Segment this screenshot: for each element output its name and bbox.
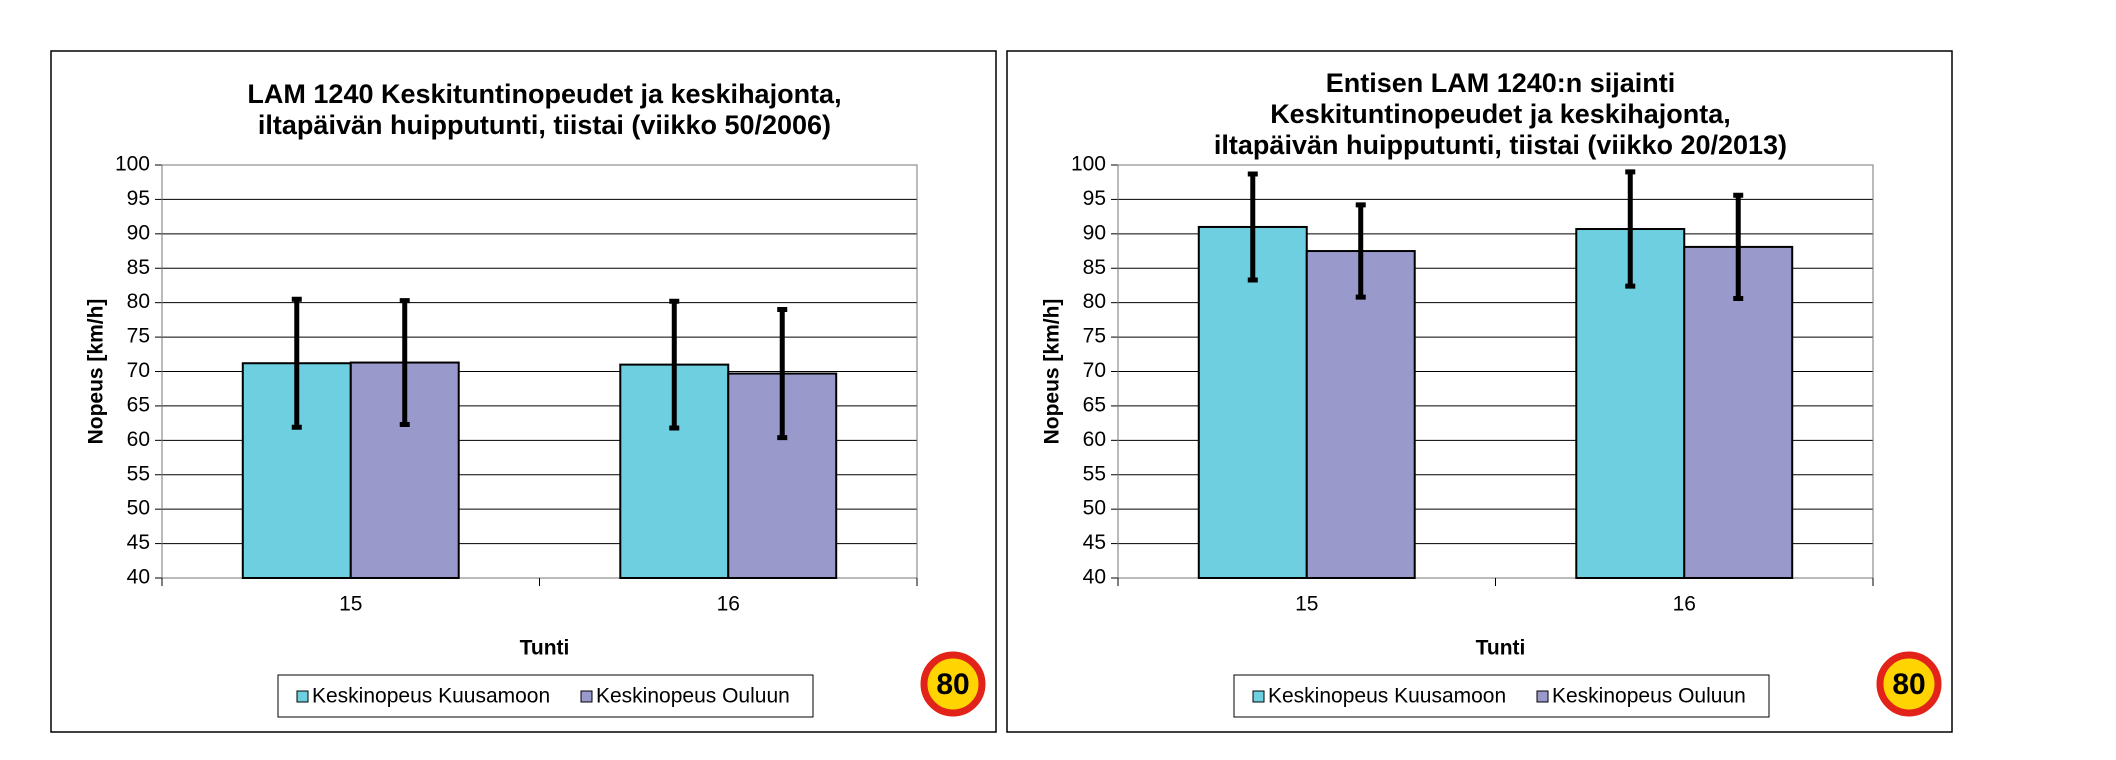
legend-swatch [580, 690, 593, 703]
y-tick-label: 80 [1083, 290, 1106, 313]
x-axis-label: Tunti [1476, 637, 1526, 660]
y-tick-label: 100 [115, 153, 150, 176]
y-tick-label: 70 [1083, 359, 1106, 382]
speed-sign-text: 80 [936, 668, 969, 701]
bar [1197, 225, 1308, 579]
y-tick-label: 70 [127, 359, 150, 382]
speed-sign [1876, 651, 1942, 717]
y-tick-label: 85 [1083, 256, 1106, 279]
error-bar [1247, 171, 1258, 283]
legend-box [277, 674, 814, 718]
legend-label: Keskinopeus Kuusamoon [312, 685, 550, 708]
y-tick-label: 65 [1083, 393, 1106, 416]
error-bar [777, 307, 788, 441]
chart-title: LAM 1240 Keskituntinopeudet ja keskihajo… [247, 79, 841, 109]
y-tick-label: 45 [1083, 531, 1106, 554]
x-tick-label: 16 [717, 593, 740, 616]
speed-sign-text: 80 [1892, 668, 1925, 701]
legend-swatch [1252, 690, 1265, 703]
chart-title: iltapäivän huipputunti, tiistai (viikko … [1214, 130, 1787, 160]
y-tick-label: 65 [127, 393, 150, 416]
y-tick-label: 90 [1083, 221, 1106, 244]
y-tick-label: 95 [1083, 187, 1106, 210]
error-bar [291, 296, 302, 430]
bar [1305, 250, 1416, 580]
legend-box [1233, 674, 1770, 718]
y-tick-label: 40 [127, 566, 150, 589]
error-bar [1355, 202, 1366, 300]
x-axis-label: Tunti [520, 637, 570, 660]
y-tick-label: 90 [127, 221, 150, 244]
y-tick-label: 60 [1083, 428, 1106, 451]
legend-swatch [1536, 690, 1549, 703]
chart-frame [50, 50, 997, 733]
y-tick-label: 45 [127, 531, 150, 554]
legend-label: Keskinopeus Kuusamoon [1268, 685, 1506, 708]
x-tick-label: 15 [1295, 593, 1318, 616]
chart-title: Keskituntinopeudet ja keskihajonta, [1270, 99, 1731, 129]
y-tick-label: 60 [127, 428, 150, 451]
y-tick-label: 95 [127, 187, 150, 210]
chart-title: iltapäivän huipputunti, tiistai (viikko … [258, 110, 831, 140]
y-tick-label: 100 [1071, 153, 1106, 176]
x-tick-label: 16 [1673, 593, 1696, 616]
legend-label: Keskinopeus Ouluun [1552, 685, 1746, 708]
y-tick-label: 85 [127, 256, 150, 279]
y-tick-label: 75 [127, 325, 150, 348]
legend-swatch [296, 690, 309, 703]
y-tick-label: 50 [1083, 497, 1106, 520]
speed-sign [920, 651, 986, 717]
error-bar [1625, 169, 1636, 289]
y-axis-label: Nopeus [km/h] [1041, 299, 1064, 445]
y-tick-label: 55 [1083, 462, 1106, 485]
x-tick-label: 15 [339, 593, 362, 616]
legend-label: Keskinopeus Ouluun [596, 685, 790, 708]
error-bar [399, 298, 410, 428]
y-tick-label: 80 [127, 290, 150, 313]
y-tick-label: 50 [127, 497, 150, 520]
y-tick-label: 40 [1083, 566, 1106, 589]
y-axis-label: Nopeus [km/h] [85, 299, 108, 445]
error-bar [1733, 192, 1744, 302]
error-bar [669, 298, 680, 431]
chart-title: Entisen LAM 1240:n sijainti [1326, 68, 1676, 98]
y-tick-label: 75 [1083, 325, 1106, 348]
y-tick-label: 55 [127, 462, 150, 485]
